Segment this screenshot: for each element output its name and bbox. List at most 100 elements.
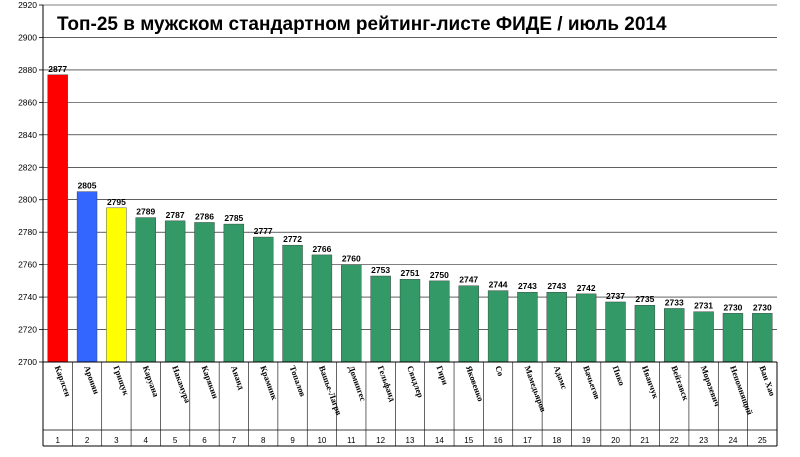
data-label: 2737: [606, 291, 625, 301]
category-label: Ананд: [229, 364, 247, 391]
data-label: 2787: [166, 210, 185, 220]
y-tick-label: 2860: [18, 97, 37, 107]
y-tick-label: 2800: [18, 195, 37, 205]
category-label: Гири: [434, 364, 450, 386]
data-label: 2877: [48, 64, 67, 74]
data-label: 2751: [401, 268, 420, 278]
bar: [76, 191, 98, 363]
data-label: 2730: [723, 302, 742, 312]
rank-label: 17: [523, 436, 532, 445]
data-label: 2795: [107, 197, 126, 207]
data-label: 2785: [224, 213, 243, 223]
bar: [693, 311, 714, 363]
bar: [664, 308, 685, 363]
y-tick-label: 2780: [18, 227, 37, 237]
y-tick-label: 2760: [18, 260, 37, 270]
data-label: 2731: [694, 301, 713, 311]
category-label: Непомнящий: [728, 364, 755, 416]
bar: [546, 292, 567, 363]
rank-label: 9: [290, 436, 295, 445]
category-label: Свидлер: [405, 364, 426, 399]
data-label: 2743: [518, 281, 537, 291]
y-tick-label: 2840: [18, 130, 37, 140]
bars: [47, 74, 773, 363]
data-label: 2786: [195, 211, 214, 221]
rank-label: 25: [758, 436, 767, 445]
bar: [487, 290, 509, 363]
data-label: 2744: [489, 280, 508, 290]
data-label: 2805: [78, 181, 97, 191]
data-label: 2730: [753, 302, 772, 312]
category-label: Карякин: [200, 364, 221, 400]
category-labels: Карлсен Аронян Грищук Каруана Накамура Каряки…: [53, 364, 778, 417]
chart-title: Топ-25 в мужском стандартном рейтинг-лис…: [57, 14, 667, 35]
bar: [605, 301, 626, 363]
y-tick-label: 2740: [18, 292, 37, 302]
bar: [223, 223, 245, 363]
data-label: 2760: [342, 254, 361, 264]
rank-label: 24: [729, 436, 738, 445]
data-label: 2753: [371, 265, 390, 275]
rank-label: 12: [376, 436, 385, 445]
category-label: Домингес: [346, 364, 368, 402]
data-label: 2747: [459, 275, 478, 285]
bar: [282, 244, 303, 363]
category-label: Вашье-Лагрв: [317, 364, 344, 417]
data-label: 2750: [430, 270, 449, 280]
bar: [722, 313, 744, 363]
rank-labels: 1 2 3 4 5 6 7 8 9 10 11 12 13 14 15 16 17 18 19 20 21 22 23 24 2…: [55, 436, 767, 445]
category-label: Пико: [611, 364, 627, 387]
bar: [311, 254, 333, 363]
data-label: 2772: [283, 234, 302, 244]
data-label: 2743: [547, 281, 566, 291]
category-label: Крамник: [258, 364, 280, 401]
bar: [429, 280, 450, 363]
axes: [39, 4, 778, 447]
bar: [253, 236, 274, 363]
category-label: Вейтавск: [669, 364, 691, 402]
category-label: Мамедьяров: [523, 364, 549, 413]
y-tick-label: 2720: [18, 325, 37, 335]
bar: [517, 292, 538, 363]
rank-label: 2: [85, 436, 90, 445]
category-label: Вачьегов: [581, 364, 602, 401]
rank-label: 4: [144, 436, 149, 445]
bar: [634, 305, 656, 363]
rank-label: 22: [670, 436, 679, 445]
data-label: 2766: [312, 244, 331, 254]
category-label: Каруана: [141, 364, 162, 399]
rank-label: 7: [232, 436, 237, 445]
category-label: Гельфанд: [376, 364, 398, 403]
rank-label: 23: [699, 436, 708, 445]
rank-label: 6: [202, 436, 207, 445]
rank-label: 16: [494, 436, 503, 445]
rank-label: 14: [435, 436, 444, 445]
bar: [194, 222, 215, 363]
rank-label: 15: [464, 436, 473, 445]
bar: [370, 275, 391, 363]
category-label: Топалов: [288, 364, 309, 398]
category-label: Иванчук: [640, 364, 661, 400]
bar: [164, 220, 186, 363]
rank-label: 18: [552, 436, 561, 445]
bar: [399, 279, 421, 363]
category-label: Адамс: [552, 364, 570, 390]
rank-label: 13: [406, 436, 415, 445]
data-label: 2742: [577, 283, 596, 293]
bar: [575, 293, 597, 363]
y-tick-label: 2700: [18, 357, 37, 367]
data-label: 2735: [635, 294, 654, 304]
category-label: Морозевич: [699, 364, 723, 408]
rank-label: 5: [173, 436, 178, 445]
y-tick-label: 2820: [18, 162, 37, 172]
y-axis-ticks: 2700 2720 2740 2760 2780 2800 2820 2840 2860 2880…: [18, 0, 37, 367]
rank-label: 20: [611, 436, 620, 445]
y-tick-label: 2900: [18, 32, 37, 42]
data-label: 2733: [665, 297, 684, 307]
category-label: Грищук: [112, 364, 132, 396]
rank-label: 1: [55, 436, 60, 445]
rank-label: 3: [114, 436, 119, 445]
data-labels: 2877 2805 2795 2789 2787 2786 2785 2777 2772 2766…: [48, 64, 772, 313]
